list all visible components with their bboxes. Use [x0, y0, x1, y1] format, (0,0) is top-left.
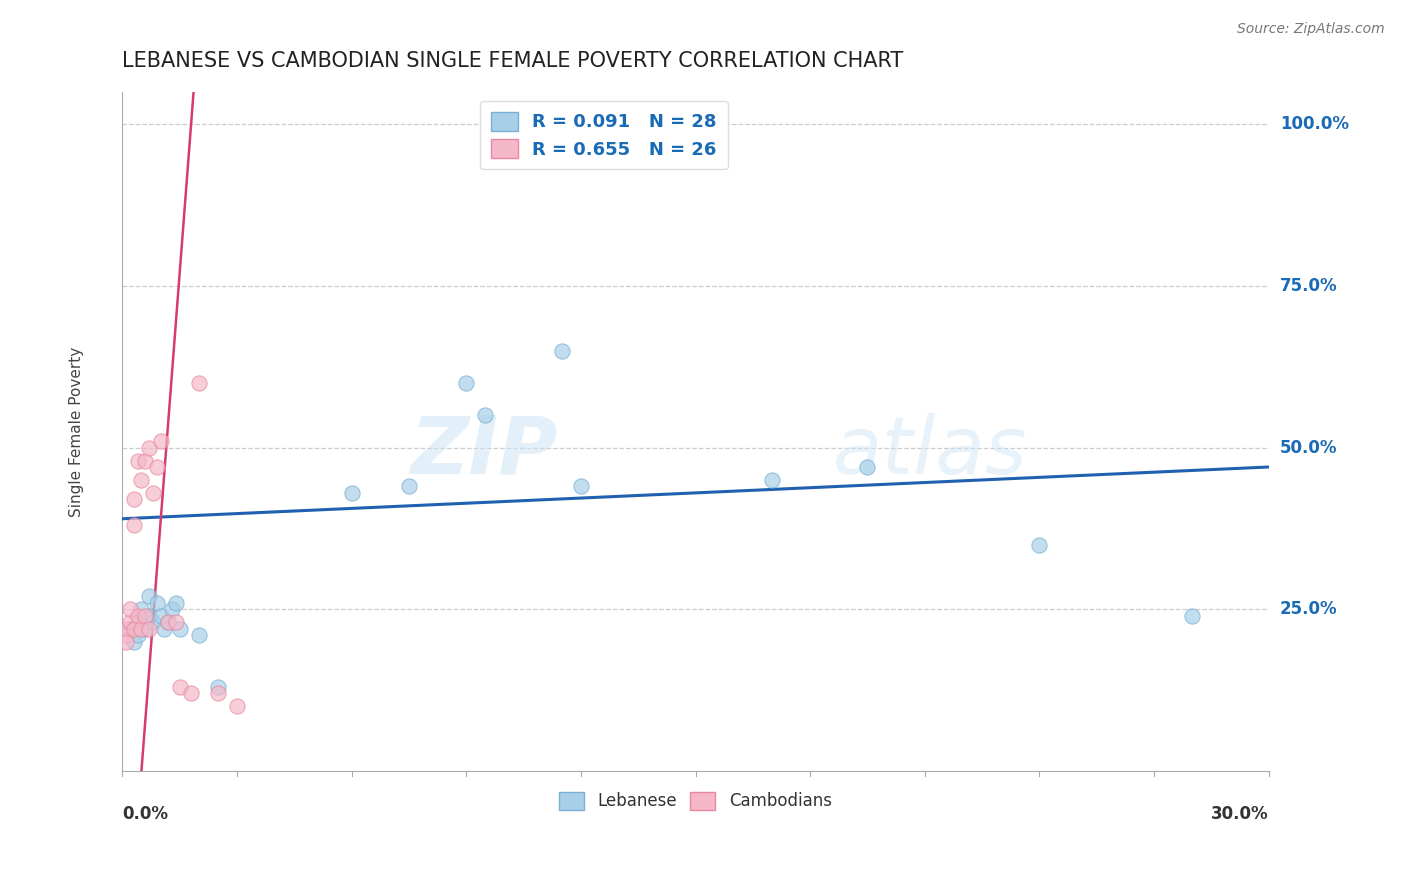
Legend: Lebanese, Cambodians: Lebanese, Cambodians — [553, 785, 838, 817]
Text: 25.0%: 25.0% — [1279, 600, 1337, 618]
Point — [127, 628, 149, 642]
Text: 100.0%: 100.0% — [1279, 115, 1348, 133]
Point — [160, 602, 183, 616]
Point — [122, 622, 145, 636]
Point — [145, 460, 167, 475]
Point — [131, 602, 153, 616]
Point — [157, 615, 180, 630]
Point — [207, 686, 229, 700]
Point — [134, 622, 156, 636]
Point — [127, 615, 149, 630]
Point — [165, 615, 187, 630]
Point — [142, 615, 165, 630]
Point — [115, 622, 138, 636]
Point — [127, 608, 149, 623]
Point — [138, 441, 160, 455]
Point — [169, 680, 191, 694]
Text: Source: ZipAtlas.com: Source: ZipAtlas.com — [1237, 22, 1385, 37]
Point — [456, 376, 478, 390]
Point — [165, 596, 187, 610]
Text: 50.0%: 50.0% — [1279, 439, 1337, 457]
Point — [340, 486, 363, 500]
Text: 75.0%: 75.0% — [1279, 277, 1337, 295]
Point — [187, 376, 209, 390]
Point — [122, 518, 145, 533]
Point — [153, 622, 176, 636]
Point — [118, 615, 141, 630]
Point — [169, 622, 191, 636]
Point — [569, 479, 592, 493]
Point — [131, 473, 153, 487]
Point — [398, 479, 420, 493]
Point — [1181, 608, 1204, 623]
Point — [115, 628, 138, 642]
Point — [138, 622, 160, 636]
Point — [122, 492, 145, 507]
Point — [134, 608, 156, 623]
Point — [149, 434, 172, 449]
Point — [180, 686, 202, 700]
Point — [1028, 538, 1050, 552]
Point — [761, 473, 783, 487]
Point — [122, 634, 145, 648]
Text: 30.0%: 30.0% — [1211, 805, 1268, 823]
Point — [138, 608, 160, 623]
Point — [207, 680, 229, 694]
Point — [145, 596, 167, 610]
Text: Single Female Poverty: Single Female Poverty — [69, 346, 84, 516]
Text: atlas: atlas — [834, 413, 1028, 491]
Point — [134, 453, 156, 467]
Point — [856, 460, 879, 475]
Point — [187, 628, 209, 642]
Text: LEBANESE VS CAMBODIAN SINGLE FEMALE POVERTY CORRELATION CHART: LEBANESE VS CAMBODIAN SINGLE FEMALE POVE… — [122, 51, 904, 70]
Point — [115, 634, 138, 648]
Point — [127, 453, 149, 467]
Point — [118, 622, 141, 636]
Point — [226, 699, 249, 714]
Text: 0.0%: 0.0% — [122, 805, 169, 823]
Point — [138, 590, 160, 604]
Point — [551, 343, 574, 358]
Point — [118, 602, 141, 616]
Point — [131, 622, 153, 636]
Point — [474, 409, 496, 423]
Point — [149, 608, 172, 623]
Point — [157, 615, 180, 630]
Point — [142, 486, 165, 500]
Text: ZIP: ZIP — [411, 413, 558, 491]
